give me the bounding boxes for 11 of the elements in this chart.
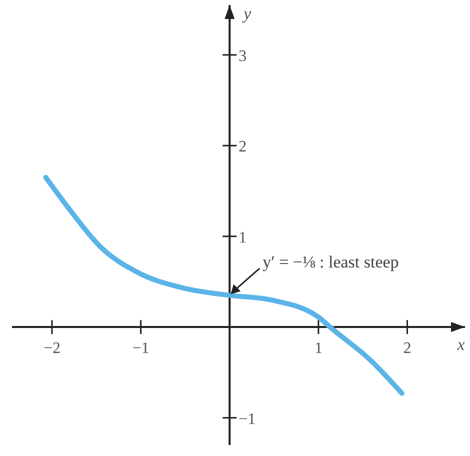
annotation: y′ = −⅛ : least steep	[262, 252, 399, 272]
x-tick-label: 1	[314, 340, 322, 358]
x-tick-label: −1	[132, 340, 150, 358]
y-tick-label: −1	[238, 410, 256, 428]
y-tick-label: 3	[238, 48, 247, 65]
x-tick-label: 2	[403, 340, 412, 358]
y-tick-label: 1	[238, 229, 247, 246]
x-axis-title: x	[456, 335, 466, 354]
x-tick-label: −2	[43, 340, 60, 358]
y-axis-title: y	[242, 4, 252, 23]
y-tick-label: 2	[238, 138, 247, 156]
